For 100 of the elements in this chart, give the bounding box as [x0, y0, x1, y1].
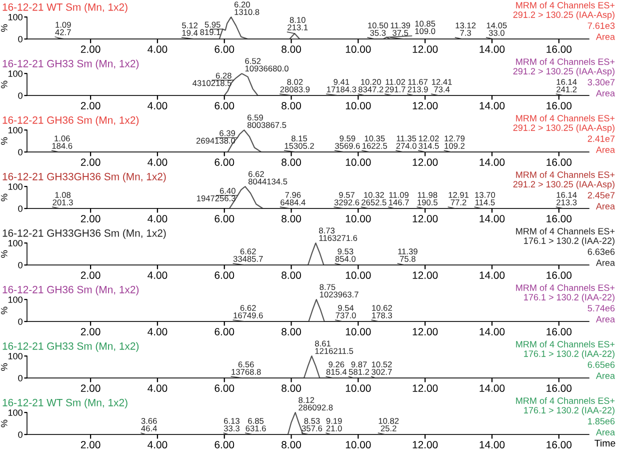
x-tick-label: 2.00	[80, 46, 100, 53]
y-tick-label: 100	[8, 240, 22, 246]
annotation: 10.35 1622.5	[362, 135, 388, 149]
x-tick-label: 2.00	[80, 384, 100, 392]
x-tick-label: 4.00	[148, 328, 168, 336]
text: MRM of 4 Channels ES+	[516, 171, 615, 178]
annotation: 11.39 75.8	[398, 248, 418, 262]
annotation: 10.62 178.3	[372, 304, 392, 318]
annotation: 8.02 28083.9	[280, 78, 310, 92]
annotation: 12.41 73.4	[432, 78, 452, 92]
annotation: 14.05 33.0	[486, 22, 507, 36]
x-tick-label: 14.00	[480, 102, 505, 110]
x-tick-label: 4.00	[148, 384, 168, 392]
x-tick-label: 14.00	[480, 384, 505, 392]
text: Area	[596, 429, 615, 436]
x-tick-label: 12.00	[412, 215, 438, 222]
annotation: 9.54 737.0	[336, 304, 356, 318]
x-tick-label: 8.00	[282, 46, 302, 53]
annotation: 10.50 35.3	[368, 22, 388, 36]
x-tick-label: 12.00	[412, 384, 438, 392]
annotation: 9.57 3292.6	[334, 192, 360, 206]
annotation: 8.12 286092.8	[298, 397, 333, 410]
annotation: 291.2 > 130.25 (IAA-Asp)	[513, 11, 614, 20]
annotation: 11.98 190.5	[418, 192, 438, 206]
y-tick-label: 100	[8, 70, 22, 77]
x-tick-label: 16.00	[546, 441, 572, 448]
x-tick-label: 14.00	[480, 46, 505, 53]
annotation: 6.28 4310218.5	[192, 72, 232, 86]
annotation: 5.95 819.1	[200, 22, 220, 36]
annotation: 3.66 46.4	[141, 418, 157, 432]
text: MRM of 4 Channels ES+	[516, 228, 615, 234]
annotation: 10.20 8347.2	[358, 78, 384, 92]
annotation: 176.1 > 130.2 (IAA-22)	[524, 406, 614, 416]
x-tick-label: 4.00	[148, 215, 168, 222]
annotation: 8.15 15305.2	[284, 135, 314, 149]
y-axis-title: %	[1, 306, 8, 314]
annotation: 11.02 291.7	[385, 78, 406, 92]
x-tick-label: 6.00	[214, 441, 234, 448]
annotation: 10.82 25.2	[378, 418, 399, 432]
y-axis-title: %	[1, 80, 8, 88]
text: Area	[596, 90, 615, 96]
x-tick-label: 8.00	[282, 384, 302, 392]
annotation: 291.2 > 130.25 (IAA-Asp)	[513, 124, 614, 133]
x-tick-label: 6.00	[214, 328, 234, 336]
chart-title: 16-12-21 GH36 Sm (Mn, 1x2)	[2, 116, 139, 126]
x-tick-label: 8.00	[282, 441, 302, 448]
annotation: 6.59 8003867.5	[247, 114, 286, 128]
text: MRM of 4 Channels ES+	[516, 2, 615, 8]
y-tick-label: 0	[18, 205, 22, 212]
x-tick-label: 8.00	[282, 328, 302, 336]
annotation: 10.85 109.0	[415, 20, 436, 34]
annotation: 11.35 274.0	[396, 135, 416, 149]
y-axis-title: %	[1, 363, 8, 371]
x-tick-label: 4.00	[148, 102, 168, 110]
x-tick-label: 16.00	[546, 102, 572, 110]
annotation: 2.41e7	[588, 136, 615, 142]
chart-title: 16-12-21 GH33GH36 Sm (Mn, 1x2)	[2, 172, 166, 182]
annotation: 9.87 581.2	[348, 361, 370, 375]
chart-title: 16-12-21 GH33 Sm (Mn, 1x2)	[2, 342, 139, 352]
text: Area	[596, 260, 615, 266]
x-tick-label: 2.00	[80, 158, 100, 166]
annotation: 3.30e7	[588, 79, 615, 86]
y-tick-label: 0	[18, 431, 22, 438]
x-tick-label: 6.00	[214, 102, 234, 110]
x-tick-label: 12.00	[412, 272, 438, 279]
annotation: 2.45e7	[588, 192, 615, 198]
annotation: 176.1 > 130.2 (IAA-22)	[524, 237, 614, 246]
annotation: 7.61e3	[588, 22, 615, 29]
annotation: 11.09 146.7	[389, 192, 409, 206]
annotation: 12.79 109.2	[444, 135, 465, 149]
x-tick-label: 14.00	[480, 272, 505, 279]
annotation: 6.63e6	[588, 248, 615, 255]
annotation: 8.73 1163271.6	[319, 228, 358, 241]
x-tick-label: 4.00	[148, 158, 168, 166]
y-tick-label: 100	[8, 183, 22, 190]
x-tick-label: 2.00	[80, 272, 100, 279]
annotation: 6.13 33.3	[224, 418, 240, 432]
x-tick-label: 16.00	[546, 215, 572, 222]
y-axis-title: %	[1, 137, 8, 145]
text: Area	[596, 146, 615, 153]
annotation: 6.40 1947256.3	[196, 188, 236, 202]
text: MRM of 4 Channels ES+	[516, 340, 615, 348]
annotation: 9.59 3569.6	[335, 135, 360, 149]
annotation: 9.53 854.0	[335, 248, 356, 262]
text: MRM of 4 Channels ES+	[516, 58, 615, 65]
x-tick-label: 16.00	[546, 384, 572, 392]
x-tick-label: 10.00	[346, 46, 371, 53]
x-tick-label: 6.00	[214, 384, 234, 392]
annotation: 6.39 2694138.0	[196, 130, 236, 144]
annotation: 8.53 357.6	[302, 418, 322, 432]
annotation: 7.96 6484.4	[280, 192, 306, 206]
x-tick-label: 2.00	[80, 328, 100, 336]
annotation: 16.14 241.2	[556, 78, 577, 92]
text: Area	[596, 34, 615, 40]
x-tick-label: 14.00	[480, 215, 505, 222]
annotation: 1.85e6	[588, 418, 615, 424]
annotation: 1.09 42.7	[55, 22, 71, 36]
x-tick-label: 10.00	[346, 384, 371, 392]
x-tick-label: 12.00	[412, 46, 438, 53]
annotation: 6.85 631.6	[246, 418, 266, 432]
